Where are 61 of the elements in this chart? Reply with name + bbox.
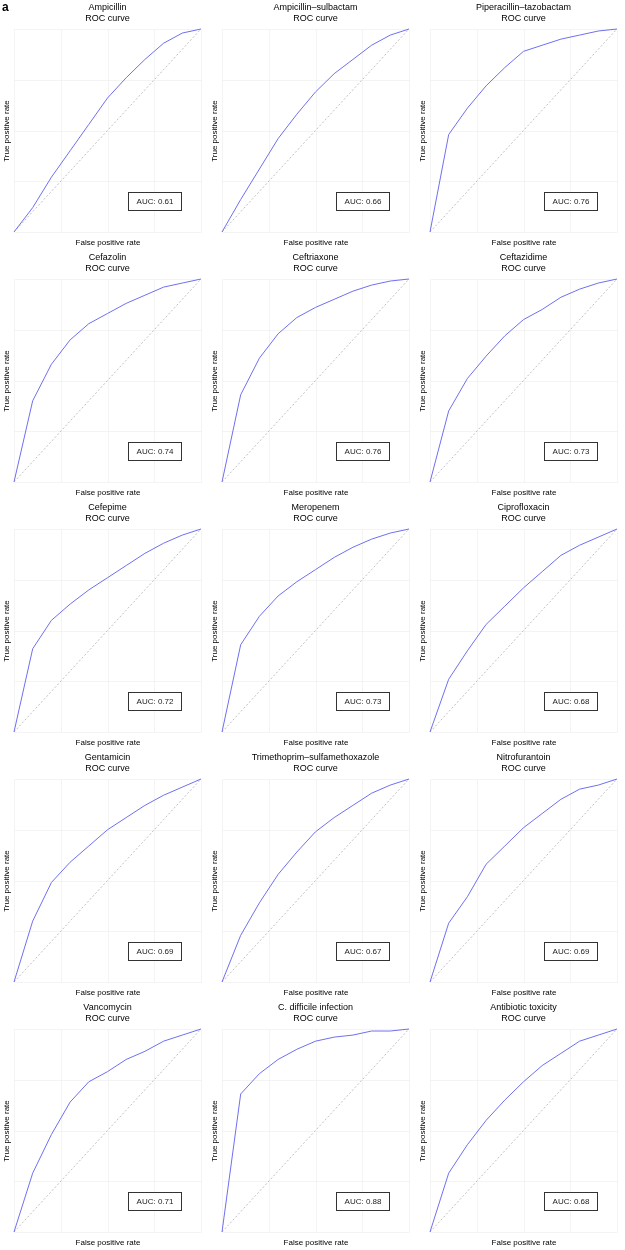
- y-axis-title: True positive rate: [209, 849, 219, 912]
- annotation: AUC: 0.66: [336, 192, 390, 211]
- x-axis-title: False positive rate: [75, 237, 142, 247]
- chart-title: Cefepime ROC curve: [85, 501, 130, 523]
- annotation: AUC: 0.88: [336, 1192, 390, 1211]
- annotation: AUC: 0.68: [544, 692, 598, 711]
- x-axis-title: False positive rate: [75, 987, 142, 997]
- x-axis-title: False positive rate: [283, 1237, 350, 1247]
- annotation: AUC: 0.76: [336, 442, 390, 461]
- y-axis-title: True positive rate: [1, 99, 11, 162]
- chart-title: Ceftriaxone ROC curve: [292, 251, 339, 273]
- annotation: AUC: 0.72: [128, 692, 182, 711]
- chart-title: Gentamicin ROC curve: [84, 751, 131, 773]
- y-axis-title: True positive rate: [209, 599, 219, 662]
- annotation: AUC: 0.67: [336, 942, 390, 961]
- annotation: AUC: 0.69: [544, 942, 598, 961]
- annotation: AUC: 0.68: [544, 1192, 598, 1211]
- chart-title: Ampicillin ROC curve: [85, 1, 130, 23]
- chart-title: Antibiotic toxicity ROC curve: [490, 1001, 558, 1023]
- x-axis-title: False positive rate: [491, 987, 558, 997]
- y-axis-title: True positive rate: [209, 349, 219, 412]
- y-axis-title: True positive rate: [417, 99, 427, 162]
- chart-title: Cefazolin ROC curve: [85, 251, 130, 273]
- annotation: AUC: 0.71: [128, 1192, 182, 1211]
- y-axis-title: True positive rate: [1, 1099, 11, 1162]
- annotation: AUC: 0.73: [336, 692, 390, 711]
- x-axis-title: False positive rate: [283, 487, 350, 497]
- y-axis-title: True positive rate: [417, 1099, 427, 1162]
- chart-title: Ciprofloxacin ROC curve: [497, 501, 550, 523]
- annotation: AUC: 0.73: [544, 442, 598, 461]
- chart-title: C. difficile infection ROC curve: [278, 1001, 353, 1023]
- y-axis-title: True positive rate: [1, 349, 11, 412]
- y-axis-title: True positive rate: [1, 849, 11, 912]
- chart-title: Piperacillin–tazobactam ROC curve: [475, 1, 572, 23]
- y-axis-title: True positive rate: [417, 599, 427, 662]
- x-axis-title: False positive rate: [491, 237, 558, 247]
- x-axis-title: False positive rate: [491, 737, 558, 747]
- chart-title: Ampicillin–sulbactam ROC curve: [273, 1, 358, 23]
- chart-title: Ceftazidime ROC curve: [499, 251, 548, 273]
- x-axis-title: False positive rate: [75, 1237, 142, 1247]
- y-axis-title: True positive rate: [417, 849, 427, 912]
- x-axis-title: False positive rate: [75, 737, 142, 747]
- annotation: AUC: 0.69: [128, 942, 182, 961]
- annotation: AUC: 0.61: [128, 192, 182, 211]
- x-axis-title: False positive rate: [283, 737, 350, 747]
- y-axis-title: True positive rate: [209, 1099, 219, 1162]
- x-axis-title: False positive rate: [491, 1237, 558, 1247]
- y-axis-title: True positive rate: [417, 349, 427, 412]
- x-axis-title: False positive rate: [491, 487, 558, 497]
- y-axis-title: True positive rate: [1, 599, 11, 662]
- chart-title: Trimethoprim–sulfamethoxazole ROC curve: [251, 751, 380, 773]
- chart-title: Vancomycin ROC curve: [83, 1001, 132, 1023]
- text: a: [2, 0, 9, 14]
- annotation: AUC: 0.76: [544, 192, 598, 211]
- y-axis-title: True positive rate: [209, 99, 219, 162]
- chart-title: Meropenem ROC curve: [291, 501, 340, 523]
- x-axis-title: False positive rate: [283, 987, 350, 997]
- x-axis-title: False positive rate: [75, 487, 142, 497]
- x-axis-title: False positive rate: [283, 237, 350, 247]
- annotation: AUC: 0.74: [128, 442, 182, 461]
- chart-title: Nitrofurantoin ROC curve: [496, 751, 551, 773]
